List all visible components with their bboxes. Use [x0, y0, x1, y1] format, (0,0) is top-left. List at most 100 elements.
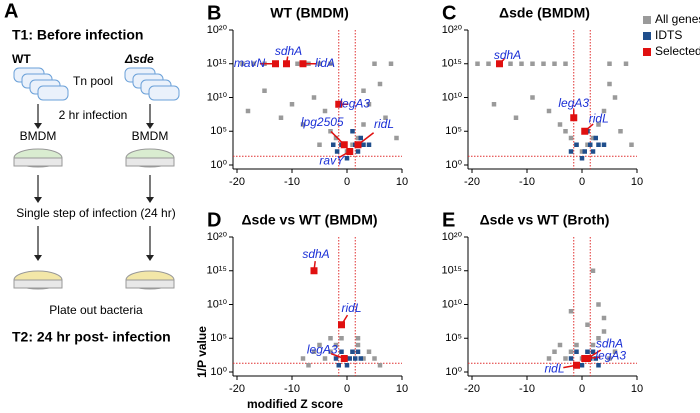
- point: [563, 356, 568, 361]
- y-tick-label: 10²⁰: [207, 24, 228, 36]
- panel-label: D: [207, 209, 221, 231]
- chart-title: Δsde vs WT (Broth): [480, 212, 610, 228]
- point: [513, 115, 519, 120]
- point: [333, 135, 339, 141]
- point: [519, 61, 524, 66]
- y-tick-label: 10⁰: [210, 366, 227, 378]
- point: [361, 142, 366, 147]
- point: [306, 363, 311, 368]
- strain-label: Δsde: [124, 52, 154, 66]
- point: [317, 61, 322, 66]
- point: [546, 356, 552, 361]
- gene-label: ravY: [319, 154, 345, 168]
- point: [388, 61, 394, 66]
- point: [568, 135, 574, 141]
- point: [366, 102, 372, 107]
- legend-label: Selected IDTS: [655, 44, 700, 58]
- point: [262, 88, 267, 93]
- point: [585, 142, 590, 147]
- point: [530, 95, 535, 100]
- point: [322, 108, 328, 114]
- leader-line: [313, 261, 316, 271]
- point: [588, 142, 593, 147]
- point: [295, 61, 300, 66]
- arrowheads: [34, 123, 154, 261]
- point: [339, 349, 344, 354]
- x-tick-label: -20: [229, 176, 245, 188]
- point: [361, 88, 366, 93]
- point: [596, 336, 601, 341]
- legend-marker: [643, 16, 651, 24]
- x-tick-label: 10: [631, 176, 643, 188]
- step-label: Single step of infection (24 hr): [16, 206, 175, 220]
- point: [372, 61, 377, 66]
- point: [563, 129, 568, 134]
- point: [607, 81, 612, 87]
- point: [366, 349, 372, 354]
- point: [585, 322, 590, 327]
- host-label: BMDM: [20, 129, 57, 143]
- gene-label: ridL: [374, 117, 394, 131]
- point: [552, 349, 557, 354]
- chart-panel: B WT (BMDM) 10⁰ 10⁵ 10¹⁰ 10¹⁵ 10²⁰ -20 -10 0 10 sdh…: [207, 2, 409, 188]
- point: [240, 61, 245, 66]
- gene-label: ridL: [341, 301, 361, 315]
- point: [596, 363, 601, 368]
- point: [300, 356, 306, 361]
- point: [541, 61, 546, 66]
- leader-line: [357, 132, 375, 146]
- point: [593, 356, 598, 361]
- point: [596, 122, 601, 127]
- x-tick-label: 10: [396, 176, 408, 188]
- point: [350, 129, 355, 134]
- x-tick-label: -20: [229, 383, 245, 395]
- point: [355, 149, 361, 154]
- point: [552, 61, 557, 66]
- y-tick-label: 10⁵: [445, 125, 462, 137]
- point: [579, 149, 585, 154]
- chart-title: Δsde vs WT (BMDM): [241, 212, 377, 228]
- point: [590, 349, 596, 354]
- leader-line: [587, 349, 602, 360]
- gene-label: sdhA: [596, 337, 623, 351]
- gene-label: sdhA: [494, 48, 521, 62]
- point: [590, 135, 596, 141]
- x-tick-label: 0: [344, 176, 350, 188]
- point: [361, 122, 366, 127]
- point: [629, 142, 634, 147]
- y-tick-label: 10²⁰: [442, 24, 463, 36]
- point: [491, 102, 497, 107]
- arrows: [37, 104, 151, 256]
- point: [508, 61, 513, 66]
- point: [607, 356, 612, 361]
- legend-label: All genes: [655, 12, 700, 26]
- point: [496, 60, 503, 68]
- point: [339, 336, 344, 341]
- leader-line: [285, 56, 289, 64]
- y-tick-label: 10²⁰: [442, 231, 463, 243]
- point: [377, 81, 383, 87]
- leader-line: [330, 352, 345, 360]
- gene-label: ridL: [544, 361, 564, 375]
- host-label: BMDM: [132, 129, 169, 143]
- y-tick-label: 10¹⁰: [442, 298, 463, 310]
- y-tick-label: 10¹⁵: [442, 58, 462, 70]
- point: [358, 356, 363, 361]
- x-tick-label: -10: [284, 176, 300, 188]
- gene-label: legA3: [595, 349, 626, 363]
- x-tick-label: -10: [519, 176, 535, 188]
- point: [579, 156, 585, 161]
- point: [331, 142, 336, 147]
- gene-label: sdhA: [302, 247, 329, 261]
- point: [590, 268, 596, 273]
- point: [344, 363, 350, 368]
- point: [333, 342, 339, 348]
- step-label: Plate out bacteria: [49, 303, 143, 317]
- point: [601, 142, 607, 147]
- x-tick-label: 10: [631, 383, 643, 395]
- x-tick-label: 0: [579, 383, 585, 395]
- y-tick-label: 10¹⁰: [207, 91, 228, 103]
- y-tick-label: 10¹⁵: [207, 58, 227, 70]
- step-label: 2 hr infection: [59, 108, 128, 122]
- point: [596, 302, 601, 307]
